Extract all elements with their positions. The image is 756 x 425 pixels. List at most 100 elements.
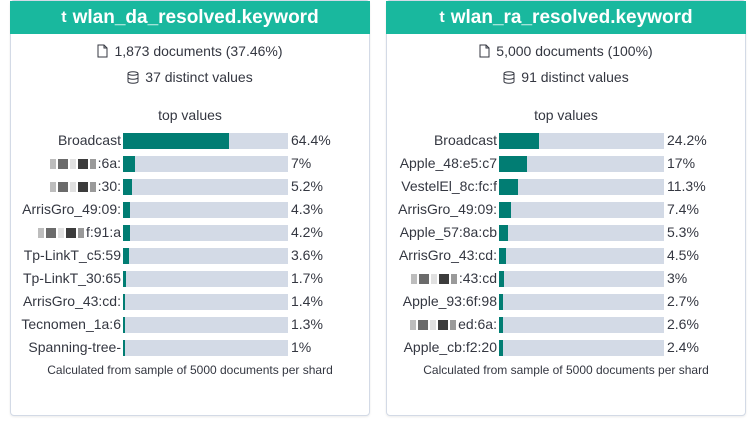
top-value-row[interactable]: ed:6a: 2.6% — [387, 314, 745, 337]
top-value-label-text: Tecnomen_1a:6 — [21, 316, 121, 332]
distinct-values: 91 distinct values — [387, 69, 745, 85]
top-value-label: Apple_48:e5:c7 — [385, 155, 497, 171]
top-value-bar-track — [499, 317, 664, 333]
redacted-block — [77, 228, 84, 239]
top-value-percentage: 2.6% — [667, 316, 699, 332]
top-value-row[interactable]: :43:cd 3% — [387, 268, 745, 291]
top-value-row[interactable]: :6a: 7% — [11, 153, 369, 176]
document-count-text: 1,873 documents (37.46%) — [114, 43, 283, 59]
top-value-label-text: ed:6a: — [458, 316, 497, 332]
top-value-bar-track — [123, 294, 288, 310]
top-value-row[interactable]: Broadcast 24.2% — [387, 130, 745, 153]
top-value-label-text: ArrisGro_49:09: — [22, 201, 121, 217]
top-value-percentage: 1% — [291, 339, 312, 355]
redacted-block — [410, 320, 417, 331]
top-value-percentage: 7.4% — [667, 201, 699, 217]
redacted-block — [438, 274, 449, 285]
top-value-label: f:91:a — [9, 224, 121, 240]
top-value-label: VestelEl_8c:fc:f — [385, 178, 497, 194]
top-value-row[interactable]: ArrisGro_49:09: 7.4% — [387, 199, 745, 222]
top-value-row[interactable]: Tecnomen_1a:6 1.3% — [11, 314, 369, 337]
top-value-label-text: :30: — [97, 178, 121, 194]
database-icon — [127, 70, 139, 84]
redacted-block — [77, 182, 88, 193]
top-value-label: Spanning-tree- — [9, 339, 121, 355]
top-value-percentage: 5.2% — [291, 178, 323, 194]
top-value-label: :30: — [9, 178, 121, 194]
top-value-label-text: Broadcast — [57, 132, 121, 148]
top-values-heading: top values — [158, 107, 222, 123]
field-card-wlan-da: t wlan_da_resolved.keyword 1,873 documen… — [10, 0, 370, 416]
top-value-row[interactable]: Tp-LinkT_c5:59 3.6% — [11, 245, 369, 268]
redacted-block — [438, 320, 449, 331]
top-value-percentage: 64.4% — [291, 132, 331, 148]
top-value-percentage: 7% — [291, 155, 312, 171]
redacted-block — [430, 274, 437, 285]
distinct-values-text: 37 distinct values — [145, 69, 253, 85]
top-value-percentage: 1.7% — [291, 270, 323, 286]
redacted-block — [418, 320, 429, 331]
redacted-block — [89, 159, 96, 170]
top-value-bar-track — [123, 179, 288, 195]
top-value-row[interactable]: f:91:a 4.2% — [11, 222, 369, 245]
top-value-label-text: Apple_48:e5:c7 — [399, 155, 497, 171]
top-value-row[interactable]: Broadcast 64.4% — [11, 130, 369, 153]
top-value-label: Broadcast — [385, 132, 497, 148]
top-value-row[interactable]: :30: 5.2% — [11, 176, 369, 199]
card-header[interactable]: t wlan_da_resolved.keyword — [10, 1, 370, 34]
top-value-bar-track — [499, 271, 664, 287]
top-value-label: Tecnomen_1a:6 — [9, 316, 121, 332]
top-value-row[interactable]: Tp-LinkT_30:65 1.7% — [11, 268, 369, 291]
top-value-bar-fill — [123, 133, 229, 149]
top-value-bar-track — [499, 202, 664, 218]
top-value-bar-track — [499, 340, 664, 356]
top-value-row[interactable]: Apple_57:8a:cb 5.3% — [387, 222, 745, 245]
top-value-percentage: 1.3% — [291, 316, 323, 332]
top-value-percentage: 2.7% — [667, 293, 699, 309]
top-value-bar-fill — [123, 317, 125, 333]
redacted-block — [69, 159, 76, 170]
top-value-label: :43:cd — [385, 270, 497, 286]
top-value-bar-fill — [499, 340, 503, 356]
top-value-row[interactable]: Apple_cb:f2:20 2.4% — [387, 337, 745, 360]
redacted-block — [49, 182, 56, 193]
top-value-row[interactable]: VestelEl_8c:fc:f 11.3% — [387, 176, 745, 199]
top-value-label-text: Spanning-tree- — [28, 339, 121, 355]
top-value-row[interactable]: Spanning-tree- 1% — [11, 337, 369, 360]
top-value-bar-track — [499, 133, 664, 149]
redacted-block — [49, 159, 56, 170]
top-values-list: Broadcast 24.2% Apple_48:e5:c7 17% VestelEl_… — [387, 130, 745, 360]
top-value-label-text: Apple_cb:f2:20 — [403, 339, 497, 355]
top-value-bar-fill — [499, 179, 518, 195]
top-value-label-text: :43:cd — [458, 270, 497, 286]
top-value-percentage: 24.2% — [667, 132, 707, 148]
top-value-label: ArrisGro_43:cd: — [9, 293, 121, 309]
redacted-block — [430, 320, 437, 331]
card-header[interactable]: t wlan_ra_resolved.keyword — [386, 1, 746, 34]
top-value-bar-track — [123, 225, 288, 241]
top-value-label-text: Tp-LinkT_30:65 — [22, 270, 121, 286]
top-value-bar-track — [499, 225, 664, 241]
top-value-row[interactable]: Apple_93:6f:98 2.7% — [387, 291, 745, 314]
top-value-bar-fill — [499, 202, 511, 218]
top-value-label-text: ArrisGro_49:09: — [398, 201, 497, 217]
top-value-label: :6a: — [9, 155, 121, 171]
top-value-row[interactable]: Apple_48:e5:c7 17% — [387, 153, 745, 176]
top-value-label-text: Broadcast — [433, 132, 497, 148]
top-value-percentage: 11.3% — [667, 178, 706, 194]
top-value-bar-fill — [123, 156, 135, 172]
string-type-icon: t — [439, 8, 445, 26]
redacted-block — [450, 274, 457, 285]
distinct-values: 37 distinct values — [11, 69, 369, 85]
top-value-row[interactable]: ArrisGro_43:cd: 1.4% — [11, 291, 369, 314]
top-value-percentage: 3% — [667, 270, 688, 286]
top-value-label-text: Tp-LinkT_c5:59 — [23, 247, 121, 263]
top-value-label: Apple_57:8a:cb — [385, 224, 497, 240]
top-value-label: Tp-LinkT_c5:59 — [9, 247, 121, 263]
top-value-row[interactable]: ArrisGro_43:cd: 4.5% — [387, 245, 745, 268]
sample-footnote: Calculated from sample of 5000 documents… — [423, 363, 709, 377]
top-value-bar-track — [123, 271, 288, 287]
top-value-bar-fill — [499, 294, 503, 310]
top-value-row[interactable]: ArrisGro_49:09: 4.3% — [11, 199, 369, 222]
top-value-bar-fill — [499, 225, 508, 241]
